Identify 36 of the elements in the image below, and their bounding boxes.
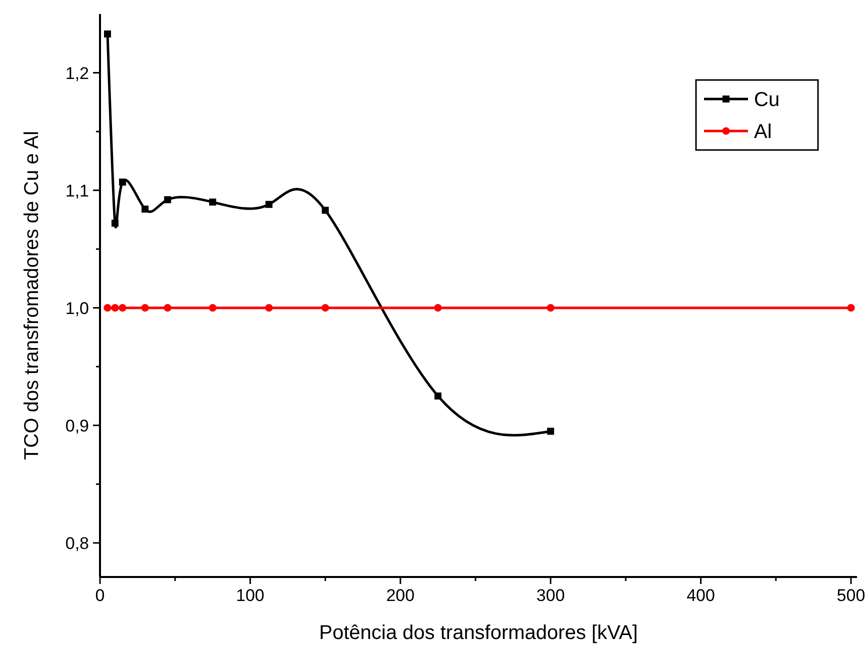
x-tick-label: 0 bbox=[95, 586, 105, 605]
x-tick-label: 400 bbox=[686, 586, 715, 605]
point bbox=[104, 30, 112, 38]
point bbox=[265, 304, 273, 312]
point bbox=[104, 304, 112, 312]
point bbox=[142, 206, 149, 213]
y-tick-label: 1,2 bbox=[65, 64, 89, 83]
point bbox=[546, 304, 554, 312]
y-tick-label: 0,8 bbox=[65, 534, 89, 553]
point bbox=[547, 428, 554, 435]
x-tick-label: 100 bbox=[236, 586, 264, 605]
legend-label: Al bbox=[754, 121, 772, 143]
x-axis-title: Potência dos transformadores [kVA] bbox=[319, 622, 638, 644]
x-tick-label: 500 bbox=[836, 586, 866, 605]
point bbox=[434, 392, 442, 400]
y-tick-label: 0,9 bbox=[65, 416, 89, 436]
point bbox=[322, 304, 330, 312]
x-tick-label: 300 bbox=[536, 586, 565, 605]
y-tick-label: 1,0 bbox=[65, 298, 89, 318]
point bbox=[141, 304, 149, 312]
point bbox=[118, 304, 126, 312]
legend-label: Cu bbox=[754, 89, 780, 111]
point bbox=[112, 220, 119, 227]
point bbox=[208, 304, 216, 312]
x-tick-label: 200 bbox=[386, 586, 415, 605]
y-tick-label: 1,1 bbox=[65, 181, 89, 200]
point bbox=[322, 206, 329, 214]
point bbox=[265, 200, 272, 208]
point bbox=[164, 196, 172, 204]
point bbox=[847, 304, 855, 312]
y-axis-title: TCO dos transfromadores de Cu e Al bbox=[21, 130, 43, 460]
point bbox=[434, 304, 442, 312]
point bbox=[164, 304, 172, 312]
point bbox=[209, 198, 216, 206]
point bbox=[119, 178, 126, 186]
point bbox=[111, 304, 119, 312]
